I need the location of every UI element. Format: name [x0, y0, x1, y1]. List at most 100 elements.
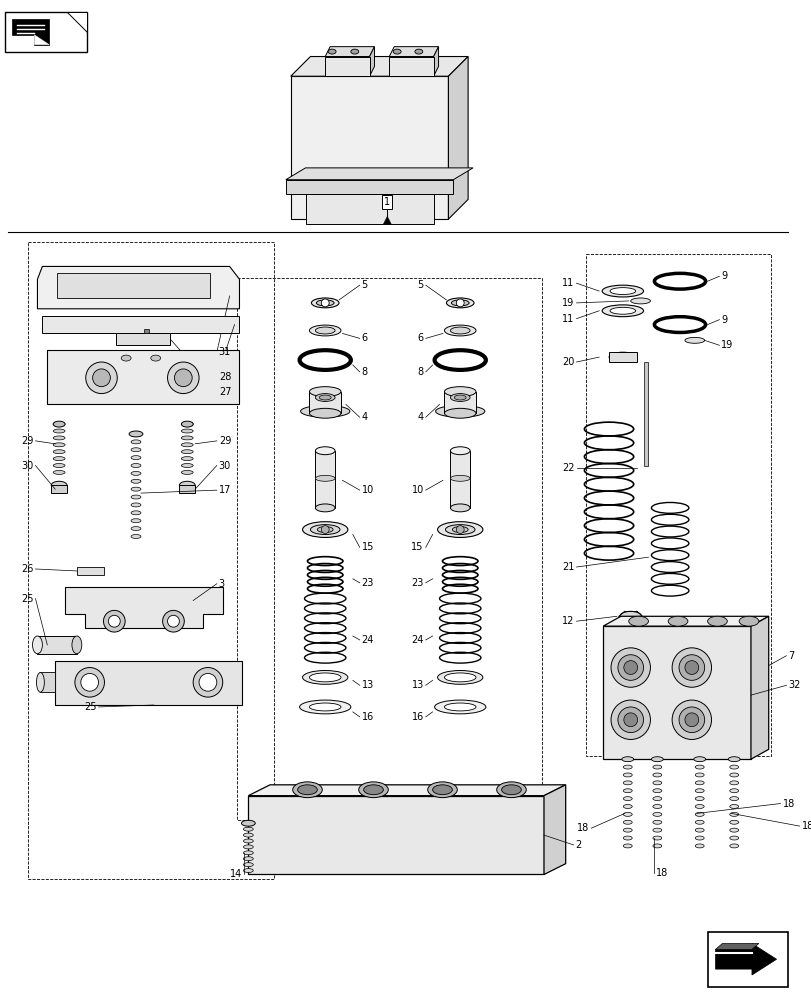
Ellipse shape	[181, 457, 193, 461]
Ellipse shape	[131, 519, 141, 523]
Ellipse shape	[652, 844, 661, 848]
Ellipse shape	[129, 431, 143, 437]
Ellipse shape	[358, 782, 388, 798]
Ellipse shape	[316, 300, 333, 306]
Ellipse shape	[54, 457, 65, 461]
Circle shape	[174, 369, 192, 387]
Ellipse shape	[706, 616, 727, 626]
Ellipse shape	[299, 700, 350, 714]
Text: 6: 6	[417, 333, 423, 343]
Ellipse shape	[444, 408, 475, 418]
Ellipse shape	[729, 844, 738, 848]
Ellipse shape	[311, 298, 339, 308]
Ellipse shape	[309, 387, 341, 397]
Text: 1: 1	[384, 197, 390, 207]
Circle shape	[610, 648, 650, 687]
Text: 16: 16	[361, 712, 374, 722]
Bar	[51, 485, 67, 493]
Bar	[315, 451, 335, 508]
Ellipse shape	[729, 812, 738, 816]
Ellipse shape	[652, 820, 661, 824]
Ellipse shape	[131, 456, 141, 460]
Polygon shape	[65, 587, 222, 628]
Ellipse shape	[623, 773, 632, 777]
Ellipse shape	[738, 616, 758, 626]
Ellipse shape	[315, 475, 335, 481]
Ellipse shape	[444, 703, 475, 711]
Ellipse shape	[628, 616, 648, 626]
Ellipse shape	[623, 797, 632, 801]
Ellipse shape	[667, 616, 687, 626]
Ellipse shape	[243, 821, 253, 825]
Ellipse shape	[303, 670, 347, 684]
Ellipse shape	[652, 781, 661, 785]
Polygon shape	[37, 266, 239, 309]
Text: 22: 22	[561, 463, 574, 473]
Text: 14: 14	[230, 869, 242, 879]
Text: 15: 15	[411, 542, 423, 552]
Polygon shape	[285, 168, 473, 180]
Ellipse shape	[131, 479, 141, 483]
Circle shape	[109, 615, 120, 627]
Ellipse shape	[309, 408, 341, 418]
Text: 21: 21	[561, 562, 574, 572]
Ellipse shape	[623, 757, 632, 761]
Polygon shape	[714, 943, 758, 949]
Ellipse shape	[694, 828, 703, 832]
Ellipse shape	[54, 422, 65, 426]
Ellipse shape	[54, 443, 65, 447]
Circle shape	[617, 707, 643, 733]
Ellipse shape	[303, 522, 347, 537]
Ellipse shape	[181, 443, 193, 447]
Ellipse shape	[450, 504, 470, 512]
Ellipse shape	[729, 773, 738, 777]
Circle shape	[672, 700, 710, 739]
Bar	[47, 350, 239, 404]
Text: 27: 27	[218, 387, 231, 397]
Ellipse shape	[292, 782, 322, 798]
Ellipse shape	[445, 525, 474, 534]
Circle shape	[456, 299, 464, 307]
Bar	[603, 626, 750, 759]
Ellipse shape	[72, 636, 82, 654]
Bar	[290, 76, 448, 219]
Ellipse shape	[131, 448, 141, 452]
Circle shape	[617, 655, 643, 680]
Ellipse shape	[298, 785, 317, 795]
Ellipse shape	[451, 300, 469, 306]
Text: 18: 18	[577, 823, 589, 833]
Ellipse shape	[437, 670, 483, 684]
Ellipse shape	[181, 429, 193, 433]
Ellipse shape	[54, 421, 65, 427]
Ellipse shape	[243, 863, 253, 867]
Bar	[643, 362, 648, 466]
Ellipse shape	[131, 487, 141, 491]
Ellipse shape	[131, 511, 141, 515]
Circle shape	[167, 615, 179, 627]
Ellipse shape	[623, 820, 632, 824]
Ellipse shape	[694, 812, 703, 816]
Text: 8: 8	[361, 367, 367, 377]
Ellipse shape	[623, 836, 632, 840]
Bar	[77, 567, 105, 575]
Text: 11: 11	[561, 278, 574, 288]
Circle shape	[321, 526, 328, 534]
Text: 25: 25	[84, 702, 97, 712]
Ellipse shape	[694, 844, 703, 848]
Ellipse shape	[609, 307, 635, 314]
Polygon shape	[325, 47, 374, 57]
Ellipse shape	[602, 285, 643, 297]
Text: 13: 13	[361, 680, 374, 690]
Ellipse shape	[450, 447, 470, 455]
Ellipse shape	[309, 703, 341, 711]
Text: 31: 31	[218, 347, 231, 357]
Ellipse shape	[437, 522, 483, 537]
Ellipse shape	[684, 337, 704, 343]
Ellipse shape	[602, 305, 643, 317]
Text: 16: 16	[411, 712, 423, 722]
Polygon shape	[34, 35, 49, 45]
Ellipse shape	[151, 355, 161, 361]
Circle shape	[75, 668, 105, 697]
Bar	[608, 352, 636, 362]
Text: 15: 15	[361, 542, 374, 552]
